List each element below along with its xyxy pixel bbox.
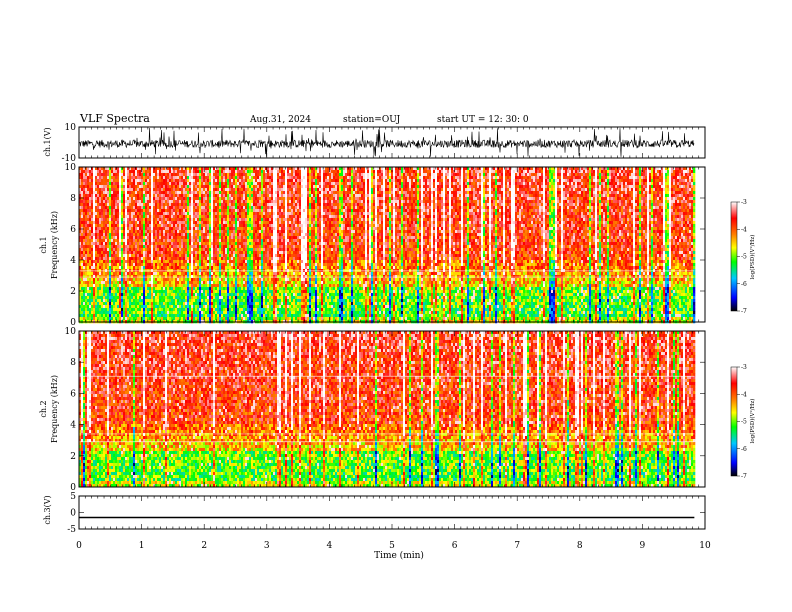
ch2-colorbar-ticks: -3 -4 -5 -6 -7 xyxy=(737,364,747,480)
figure-title: VLF Spectra xyxy=(79,112,150,125)
y-tick-label: 0 xyxy=(70,509,76,519)
x-tick-label: 5 xyxy=(389,541,395,551)
y-tick-label: 2 xyxy=(70,287,76,297)
x-tick-label: 7 xyxy=(514,541,520,551)
y-tick-label: -5 xyxy=(67,525,76,535)
x-tick-label: 8 xyxy=(577,541,583,551)
ch2-colorbar-label: log(PSD)(V²/Hz) xyxy=(749,399,756,444)
colorbar-tick-label: -3 xyxy=(741,364,747,371)
colorbar-tick-label: -4 xyxy=(741,226,747,233)
ch1-colorbar-label: log(PSD)(V²/Hz) xyxy=(749,235,756,280)
colorbar-tick-label: -4 xyxy=(741,391,747,398)
header-date: Aug.31, 2024 xyxy=(249,115,311,125)
x-tick-label: 4 xyxy=(327,541,333,551)
y-tick-label: 4 xyxy=(70,256,76,266)
ch1-spectrogram-image xyxy=(79,167,695,323)
x-tick-label: 2 xyxy=(201,541,207,551)
colorbar-tick-label: -7 xyxy=(741,308,747,315)
ch2-colorbar: -3 -4 -5 -6 -7 log(PSD)(V²/Hz) xyxy=(731,364,756,480)
x-tick-label: 3 xyxy=(264,541,270,551)
ch1-colorbar-ticks: -3 -4 -5 -6 -7 xyxy=(737,199,747,315)
y-tick-label: 8 xyxy=(70,194,76,204)
x-axis-label: Time (min) xyxy=(374,550,424,561)
x-tick-label: 9 xyxy=(640,541,646,551)
x-tick-label: 0 xyxy=(76,541,82,551)
ch2-spectrogram-image xyxy=(79,331,695,487)
y-tick-label: 8 xyxy=(70,358,76,368)
ch2-colorbar-gradient xyxy=(731,367,737,476)
colorbar-tick-label: -3 xyxy=(741,199,747,206)
ch1-waveform-line xyxy=(79,128,694,157)
y-tick-label: 10 xyxy=(65,327,77,337)
ch1-waveform-ylabel: ch.1(V) xyxy=(43,127,52,156)
x-tick-labels: 0 1 2 3 4 5 6 7 8 9 10 xyxy=(76,541,711,551)
header-start-time: start UT = 12: 30: 0 xyxy=(437,115,529,125)
y-tick-label: 6 xyxy=(70,225,76,235)
ch2-spectrogram-ylabel-bottom: Frequency (kHz) xyxy=(50,375,59,443)
header-station: station=OUJ xyxy=(343,115,401,125)
ch1-spectrogram-ylabel-top: ch.1 xyxy=(39,236,48,253)
colorbar-tick-label: -5 xyxy=(741,254,747,261)
ch1-spectrogram-ylabel-bottom: Frequency (kHz) xyxy=(50,211,59,279)
vlf-figure: VLF Spectra Aug.31, 2024 station=OUJ sta… xyxy=(0,0,792,612)
colorbar-tick-label: -7 xyxy=(741,473,747,480)
x-tick-label: 10 xyxy=(699,541,711,551)
x-tick-label: 1 xyxy=(139,541,145,551)
ch1-colorbar-gradient xyxy=(731,202,737,311)
colorbar-tick-label: -6 xyxy=(741,281,747,288)
y-tick-label: 5 xyxy=(70,492,76,502)
y-tick-label: 10 xyxy=(65,123,77,133)
ch1-waveform-trace xyxy=(79,128,694,157)
ch3-waveform-ylabel: ch.3(V) xyxy=(43,495,52,524)
ch1-colorbar: -3 -4 -5 -6 -7 log(PSD)(V²/Hz) xyxy=(731,199,756,315)
y-tick-label: 4 xyxy=(70,421,76,431)
colorbar-tick-label: -5 xyxy=(741,419,747,426)
colorbar-tick-label: -6 xyxy=(741,446,747,453)
y-tick-label: 6 xyxy=(70,389,76,399)
y-tick-label: 10 xyxy=(65,163,77,173)
ch2-spectrogram-ylabel-top: ch.2 xyxy=(39,400,48,417)
y-tick-label: 2 xyxy=(70,452,76,462)
x-tick-label: 6 xyxy=(452,541,458,551)
